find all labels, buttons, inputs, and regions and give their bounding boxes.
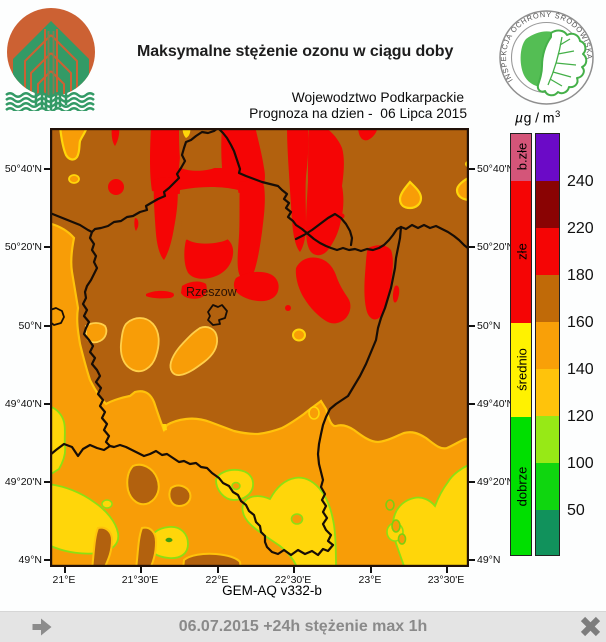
- svg-text:Rzeszow: Rzeszow: [186, 285, 238, 299]
